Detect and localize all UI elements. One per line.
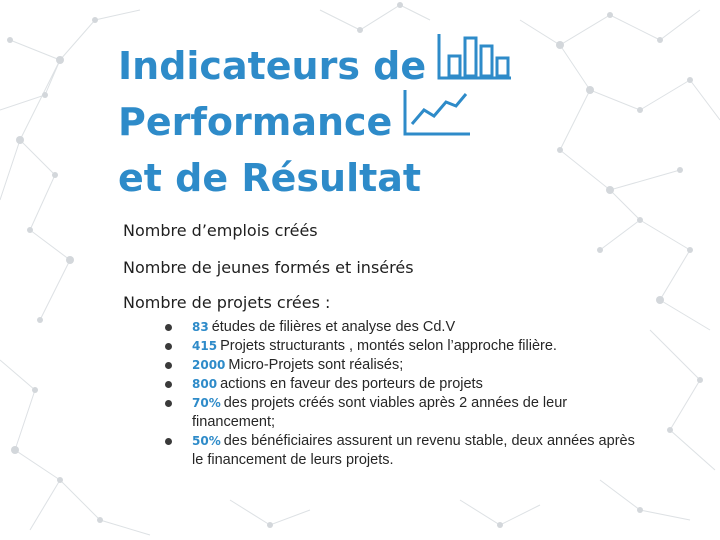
list-item: 800 actions en faveur des porteurs de pro… [160,375,640,394]
bullet-text: des bénéficiaires assurent un revenu sta… [192,433,635,468]
page-title: Indicateurs de Performance et de Résulta… [118,38,426,206]
line-chart-icon [403,90,470,136]
bullet-text: actions en faveur des porteurs de projet… [220,376,483,392]
list-item: 2000 Micro-Projets sont réalisés; [160,356,640,375]
bar-chart-icon [437,34,511,80]
title-line-1: Indicateurs de [118,44,427,88]
projects-bullet-list: 83 études de filières et analyse des Cd.V… [160,318,640,470]
list-item: 415 Projets structurants , montés selon l… [160,337,640,356]
bullet-text: Micro-Projets sont réalisés; [228,357,404,373]
bullet-number: 70% [192,396,221,410]
list-item: 50% des bénéficiaires assurent un revenu … [160,432,640,470]
heading-emplois: Nombre d’emplois créés [123,221,318,240]
bullet-number: 83 [192,320,209,334]
bullet-number: 2000 [192,358,226,372]
bullet-text: Projets structurants , montés selon l’ap… [220,338,557,354]
bullet-text: études de filières et analyse des Cd.V [211,319,456,335]
heading-jeunes: Nombre de jeunes formés et insérés [123,258,414,277]
title-line-3: et de Résultat [118,156,422,200]
bullet-number: 50% [192,434,221,448]
heading-projets: Nombre de projets crées : [123,293,331,312]
list-item: 83 études de filières et analyse des Cd.V [160,318,640,337]
bullet-text: des projets créés sont viables après 2 a… [192,395,568,430]
bullet-number: 800 [192,377,218,391]
bullet-number: 415 [192,339,218,353]
list-item: 70% des projets créés sont viables après … [160,394,640,432]
title-line-2: Performance [118,100,393,144]
